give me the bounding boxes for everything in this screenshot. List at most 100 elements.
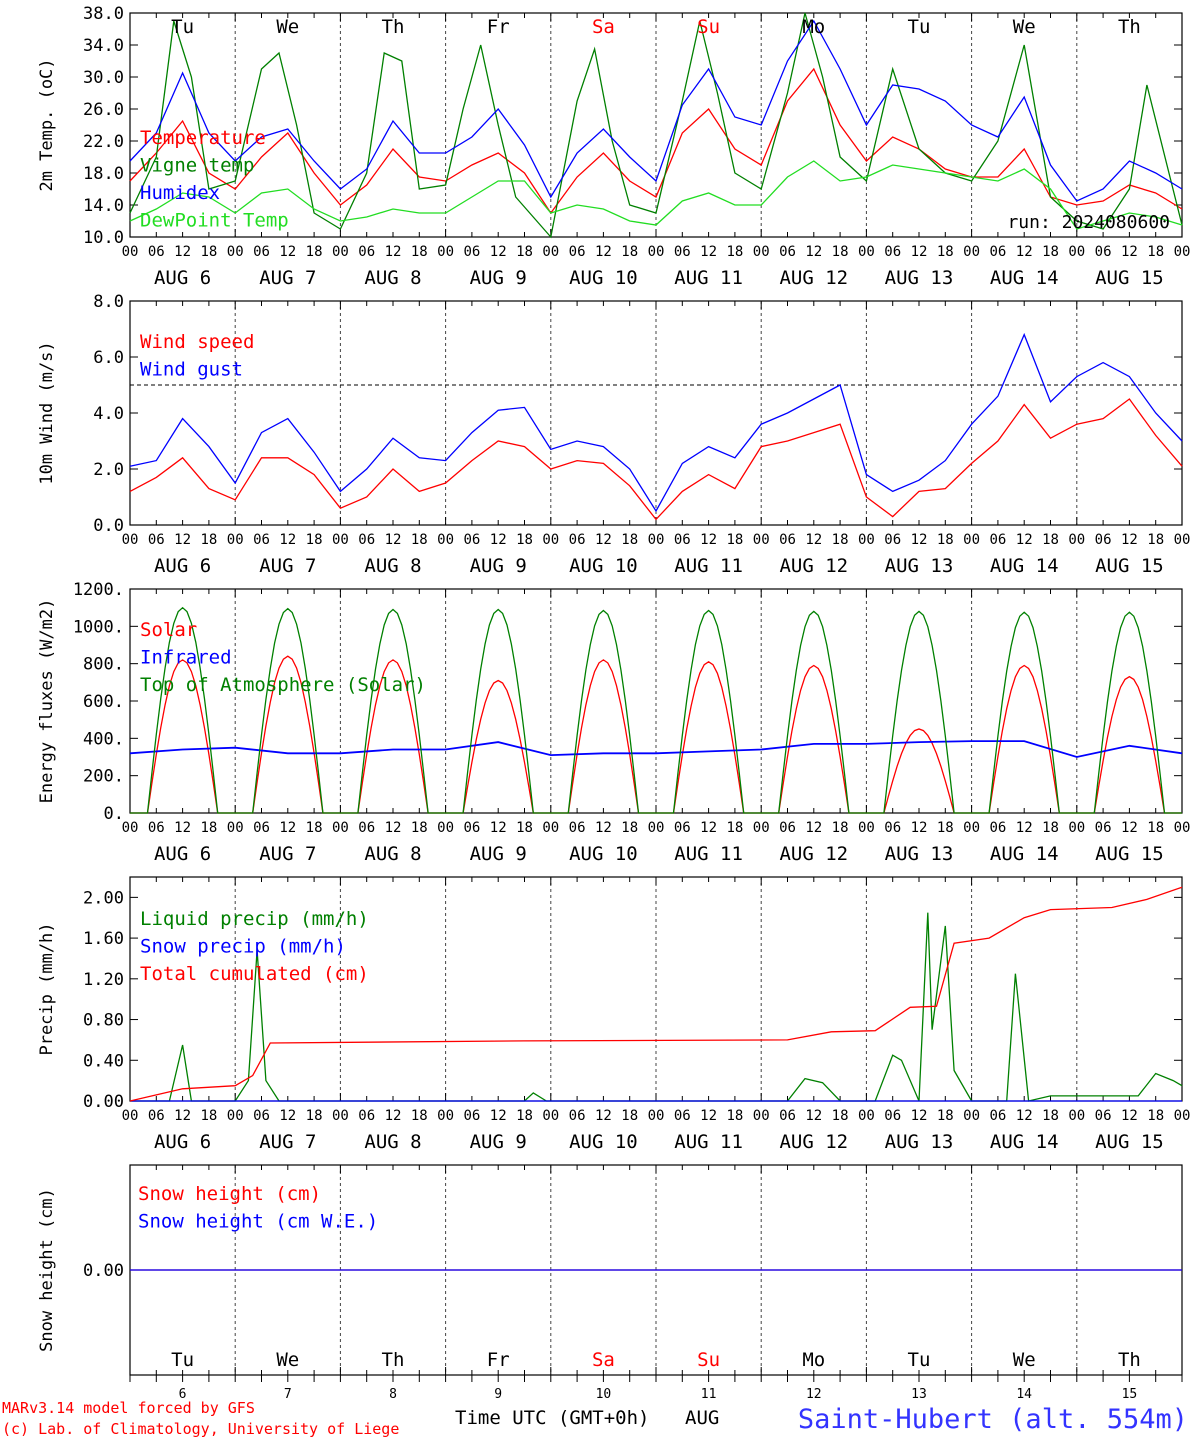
hour-label: 00 bbox=[227, 532, 244, 548]
y-tick-label: 1.60 bbox=[83, 929, 124, 949]
y-tick-label: 26.0 bbox=[83, 100, 124, 120]
date-label: AUG 9 bbox=[470, 555, 527, 577]
y-axis-label: Snow height (cm) bbox=[37, 1188, 57, 1352]
hour-label: 00 bbox=[1174, 820, 1191, 836]
date-label: AUG 14 bbox=[990, 1131, 1059, 1153]
hour-label: 18 bbox=[411, 532, 428, 548]
hour-label: 00 bbox=[1068, 1108, 1085, 1124]
hour-label: 12 bbox=[1016, 1108, 1033, 1124]
hour-label: 06 bbox=[779, 532, 796, 548]
hour-label: 00 bbox=[1174, 532, 1191, 548]
date-label: AUG 8 bbox=[364, 267, 421, 289]
date-label: AUG 12 bbox=[779, 843, 848, 865]
hour-label: 06 bbox=[779, 1108, 796, 1124]
hour-label: 00 bbox=[227, 1108, 244, 1124]
date-label: AUG 15 bbox=[1095, 1131, 1164, 1153]
time-axis-label: Time UTC (GMT+0h) bbox=[455, 1407, 649, 1429]
hour-label: 12 bbox=[490, 244, 507, 260]
date-label: AUG 13 bbox=[885, 267, 954, 289]
date-label: AUG 11 bbox=[674, 843, 743, 865]
hour-label: 12 bbox=[805, 820, 822, 836]
legend-entry: Top of Atmosphere (Solar) bbox=[140, 674, 426, 696]
hour-label: 12 bbox=[279, 1108, 296, 1124]
hour-label: 12 bbox=[385, 1108, 402, 1124]
y-tick-label: 8.0 bbox=[93, 292, 124, 312]
model-credit: MARv3.14 model forced by GFS bbox=[2, 1399, 255, 1417]
panel-2: 0.0 2.0 4.0 6.0 8.0 10m Wind (m/s) Wind speed W… bbox=[37, 292, 1190, 577]
date-label: AUG 7 bbox=[259, 555, 316, 577]
date-label: AUG 10 bbox=[569, 555, 638, 577]
hour-label: 06 bbox=[463, 820, 480, 836]
date-label: AUG 13 bbox=[885, 555, 954, 577]
legend-entry: Wind gust bbox=[140, 359, 243, 381]
hour-label: 06 bbox=[989, 532, 1006, 548]
hour-label: 18 bbox=[726, 1108, 743, 1124]
hour-label: 12 bbox=[490, 820, 507, 836]
hour-label: 06 bbox=[674, 1108, 691, 1124]
date-label: AUG 13 bbox=[885, 1131, 954, 1153]
hour-label: 06 bbox=[463, 1108, 480, 1124]
day-label: We bbox=[276, 16, 299, 38]
hour-label: 18 bbox=[1147, 532, 1164, 548]
legend-entry: Humidex bbox=[140, 182, 220, 204]
hour-label: 12 bbox=[700, 1108, 717, 1124]
hour-label: 12 bbox=[1121, 532, 1138, 548]
hour-label: 00 bbox=[1068, 820, 1085, 836]
day-label: Tu bbox=[171, 16, 194, 38]
hour-label: 00 bbox=[437, 532, 454, 548]
series-vigne-temp bbox=[129, 12, 1183, 239]
panel-5: 0.00 Snow height (cm) Snow height (cm) Snow… bbox=[37, 1164, 1183, 1402]
hour-label: 12 bbox=[1121, 820, 1138, 836]
hour-label: 06 bbox=[569, 244, 586, 260]
series-infrared bbox=[129, 740, 1183, 758]
date-label: AUG 12 bbox=[779, 1131, 848, 1153]
day-number: 8 bbox=[389, 1387, 397, 1402]
hour-label: 18 bbox=[937, 820, 954, 836]
hour-label: 12 bbox=[279, 244, 296, 260]
hour-label: 00 bbox=[858, 820, 875, 836]
date-label: AUG 11 bbox=[674, 1131, 743, 1153]
y-tick-label: 22.0 bbox=[83, 132, 124, 152]
hour-label: 18 bbox=[200, 244, 217, 260]
hour-label: 00 bbox=[437, 1108, 454, 1124]
day-label: Mo bbox=[802, 16, 825, 38]
day-label: Su bbox=[697, 16, 720, 38]
date-label: AUG 7 bbox=[259, 267, 316, 289]
hour-label: 06 bbox=[253, 244, 270, 260]
hour-label: 12 bbox=[595, 1108, 612, 1124]
y-axis-label: Precip (mm/h) bbox=[37, 922, 57, 1055]
hour-label: 00 bbox=[963, 820, 980, 836]
date-label: AUG 14 bbox=[990, 267, 1059, 289]
hour-label: 06 bbox=[884, 244, 901, 260]
hour-label: 00 bbox=[122, 820, 139, 836]
y-tick-label: 0.80 bbox=[83, 1011, 124, 1031]
y-tick-label: 0.00 bbox=[83, 1092, 124, 1112]
hour-label: 12 bbox=[490, 532, 507, 548]
legend-entry: Solar bbox=[140, 619, 197, 641]
hour-label: 12 bbox=[700, 244, 717, 260]
day-label: We bbox=[276, 1349, 299, 1371]
hour-label: 06 bbox=[358, 244, 375, 260]
y-tick-label: 1200. bbox=[73, 580, 124, 600]
y-tick-label: 400. bbox=[83, 729, 124, 749]
y-tick-label: 38.0 bbox=[83, 4, 124, 24]
panel-4: 0.00 0.40 0.80 1.20 1.60 2.00 Precip (mm/h) Liq… bbox=[37, 876, 1190, 1153]
hour-label: 12 bbox=[805, 532, 822, 548]
y-tick-label: 1.20 bbox=[83, 970, 124, 990]
y-tick-label: 18.0 bbox=[83, 164, 124, 184]
hour-label: 06 bbox=[358, 820, 375, 836]
hour-label: 18 bbox=[726, 820, 743, 836]
date-label: AUG 11 bbox=[674, 555, 743, 577]
y-tick-label: 6.0 bbox=[93, 348, 124, 368]
hour-label: 18 bbox=[306, 1108, 323, 1124]
hour-label: 00 bbox=[648, 532, 665, 548]
hour-label: 18 bbox=[1042, 820, 1059, 836]
date-label: AUG 6 bbox=[154, 555, 211, 577]
day-label: Th bbox=[1118, 16, 1141, 38]
hour-label: 00 bbox=[753, 532, 770, 548]
hour-label: 18 bbox=[621, 244, 638, 260]
hour-label: 06 bbox=[358, 532, 375, 548]
hour-label: 18 bbox=[832, 820, 849, 836]
day-label: Tu bbox=[908, 16, 931, 38]
hour-label: 00 bbox=[122, 244, 139, 260]
